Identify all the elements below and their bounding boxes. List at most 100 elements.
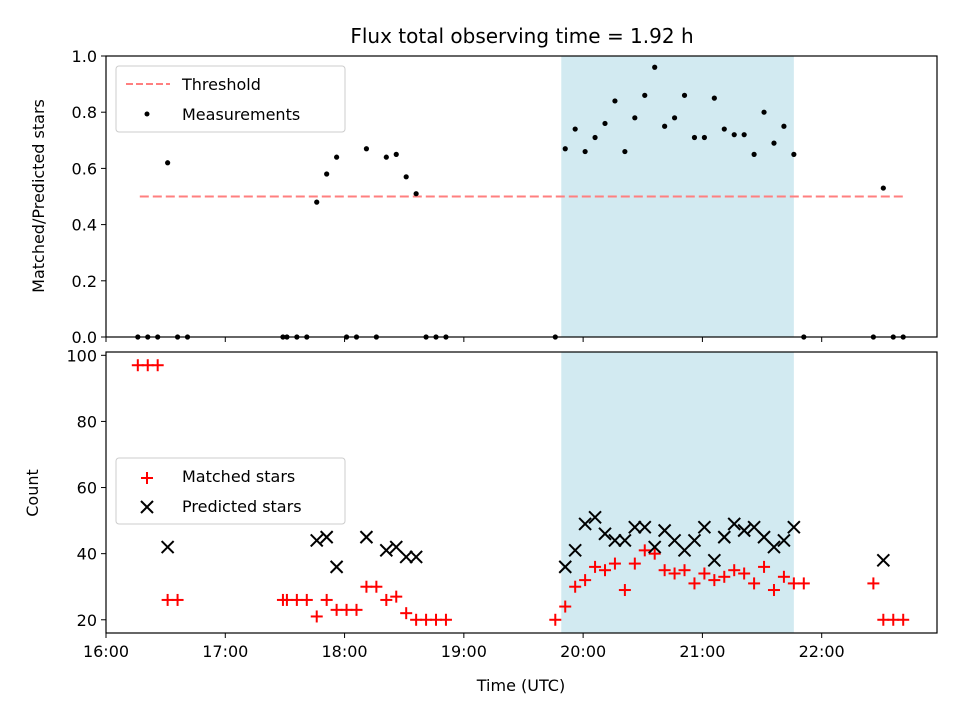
predicted-star-point bbox=[618, 533, 632, 548]
matched-star-point bbox=[678, 564, 691, 577]
predicted-star-point bbox=[558, 560, 572, 574]
predicted-star-point bbox=[638, 520, 652, 534]
matched-star-point bbox=[628, 557, 641, 570]
y-tick-label: 0.2 bbox=[72, 272, 97, 291]
measurement-point bbox=[612, 98, 618, 104]
matched-star-point bbox=[668, 567, 681, 580]
matched-star-point bbox=[758, 560, 771, 573]
matched-star-point bbox=[390, 590, 403, 603]
measurement-point bbox=[592, 134, 598, 141]
predicted-star-point bbox=[737, 523, 751, 538]
matched-star-point bbox=[549, 613, 562, 626]
predicted-star-point bbox=[876, 553, 891, 567]
top-legend-box bbox=[115, 65, 346, 133]
measurement-point bbox=[671, 115, 678, 121]
predicted-star-point bbox=[727, 517, 741, 531]
measurement-point bbox=[662, 123, 668, 129]
matched-star-point bbox=[648, 547, 661, 560]
measurement-point bbox=[165, 160, 171, 166]
matched-star-point bbox=[171, 593, 184, 606]
measurement-point bbox=[413, 191, 419, 197]
matched-star-point bbox=[589, 560, 602, 573]
top-ylabel: Matched/Predicted stars bbox=[29, 99, 48, 293]
matched-star-point bbox=[767, 584, 780, 597]
predicted-star-point bbox=[310, 533, 324, 548]
predicted-star-point bbox=[767, 540, 781, 554]
y-tick-label: 0.4 bbox=[72, 216, 97, 235]
predicted-star-point bbox=[359, 530, 374, 544]
measurement-point bbox=[383, 154, 389, 160]
measurement-point bbox=[632, 115, 638, 121]
bottom-observing-span bbox=[561, 352, 794, 633]
predicted-star-point bbox=[160, 540, 175, 554]
measurement-point bbox=[691, 134, 698, 141]
y-tick-label: 60 bbox=[77, 479, 97, 498]
y-tick-label: 0.8 bbox=[72, 103, 97, 122]
measurement-point bbox=[572, 126, 578, 132]
measurement-point bbox=[324, 171, 330, 177]
matched-star-point bbox=[569, 580, 582, 593]
predicted-star-point bbox=[717, 530, 731, 544]
measurement-point bbox=[741, 132, 747, 138]
measurement-point bbox=[582, 148, 588, 155]
top-panel: 0.0 0.2 0.4 0.6 0.8 1.0 Matched/Predicted sta… bbox=[29, 47, 938, 347]
x-tick-label: 18:00 bbox=[322, 642, 368, 661]
matched-star-point bbox=[718, 570, 731, 583]
measurement-point bbox=[721, 126, 727, 132]
matched-star-point bbox=[400, 607, 413, 620]
legend-predicted-label: Predicted stars bbox=[182, 497, 302, 516]
predicted-star-point bbox=[588, 510, 602, 525]
bottom-axes-frame bbox=[105, 351, 938, 634]
matched-star-point bbox=[310, 610, 323, 623]
matched-star-point bbox=[897, 613, 910, 626]
predicted-star-point bbox=[409, 550, 423, 564]
y-tick-label: 1.0 bbox=[72, 47, 97, 66]
legend-matched-swatch bbox=[141, 472, 153, 484]
measurement-point bbox=[711, 95, 717, 101]
matched-star-point bbox=[151, 359, 164, 372]
measurement-point bbox=[642, 92, 648, 98]
matched-star-point bbox=[598, 564, 611, 577]
matched-star-point bbox=[698, 567, 711, 580]
matched-star-point bbox=[797, 577, 810, 590]
predicted-star-point bbox=[787, 520, 801, 534]
measurement-point bbox=[701, 134, 707, 141]
bottom-ylabel: Count bbox=[23, 469, 42, 517]
measurement-point bbox=[562, 146, 568, 152]
predicted-star-point bbox=[399, 550, 413, 564]
measurement-point bbox=[791, 151, 797, 157]
matched-star-point bbox=[658, 564, 671, 577]
top-axes-frame bbox=[105, 55, 938, 338]
matched-star-point bbox=[439, 613, 452, 626]
matched-star-point bbox=[748, 577, 761, 590]
y-tick-label: 100 bbox=[66, 346, 97, 365]
measurement-point bbox=[363, 146, 370, 152]
measurement-point bbox=[314, 199, 320, 205]
legend-predicted-swatch bbox=[140, 500, 154, 514]
measurement-point bbox=[880, 185, 886, 191]
legend-matched-label: Matched stars bbox=[182, 467, 295, 486]
matched-star-point bbox=[559, 600, 572, 613]
predicted-star-point bbox=[329, 560, 344, 574]
predicted-star-point bbox=[687, 533, 702, 548]
predicted-star-point bbox=[598, 527, 612, 541]
bottom-legend-box bbox=[115, 457, 346, 525]
legend-threshold-label: Threshold bbox=[181, 75, 261, 94]
measurement-point bbox=[403, 174, 409, 180]
predicted-star-point bbox=[697, 520, 712, 534]
measurement-point bbox=[334, 154, 340, 160]
predicted-star-point bbox=[578, 517, 592, 531]
x-tick-label: 22:00 bbox=[799, 642, 845, 661]
predicted-star-point bbox=[319, 530, 334, 544]
matched-star-point bbox=[300, 593, 313, 606]
predicted-star-point bbox=[608, 533, 622, 548]
measurement-point bbox=[781, 123, 787, 129]
measurement-point bbox=[731, 132, 737, 138]
predicted-star-point bbox=[647, 540, 662, 554]
x-tick-label: 16:00 bbox=[83, 642, 129, 661]
predicted-star-point bbox=[628, 520, 642, 534]
bottom-legend: Matched stars Predicted stars bbox=[115, 457, 346, 525]
y-tick-label: 20 bbox=[77, 611, 97, 630]
chart-title: Flux total observing time = 1.92 h bbox=[350, 24, 693, 48]
